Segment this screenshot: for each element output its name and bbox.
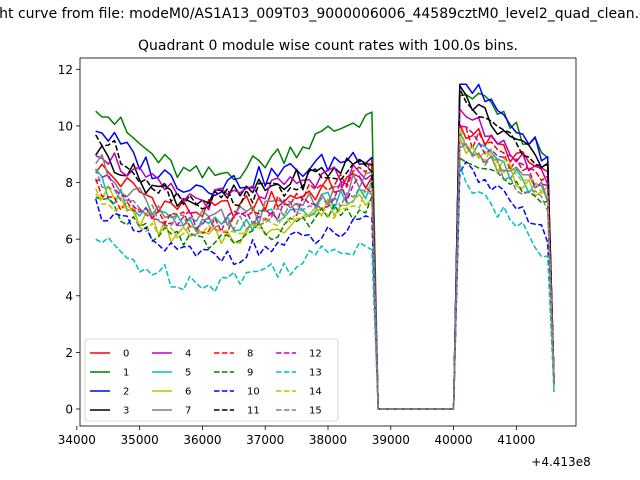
series-line-15 bbox=[94, 142, 555, 410]
legend-label-4: 4 bbox=[185, 349, 191, 360]
legend-label-2: 2 bbox=[123, 387, 129, 398]
x-tick-label: 41000 bbox=[497, 433, 535, 447]
x-tick-label: 37000 bbox=[246, 433, 284, 447]
x-tick-label: 36000 bbox=[183, 433, 221, 447]
series-line-2 bbox=[95, 83, 555, 410]
legend-label-3: 3 bbox=[123, 406, 129, 417]
figure-suptitle: Light curve from file: modeM0/AS1A13_009… bbox=[0, 6, 640, 22]
legend-label-11: 11 bbox=[247, 406, 260, 417]
legend-label-6: 6 bbox=[185, 387, 191, 398]
series-line-13 bbox=[95, 163, 555, 410]
legend-label-8: 8 bbox=[247, 349, 253, 360]
legend-box bbox=[84, 338, 339, 422]
legend-label-13: 13 bbox=[309, 368, 322, 379]
y-axis: 0 2 4 6 8 10 12 bbox=[58, 63, 80, 417]
legend-label-15: 15 bbox=[309, 406, 322, 417]
x-tick-label: 34000 bbox=[58, 433, 96, 447]
legend-label-9: 9 bbox=[247, 368, 253, 379]
legend-label-10: 10 bbox=[247, 387, 260, 398]
legend-label-0: 0 bbox=[123, 349, 129, 360]
series-line-8 bbox=[94, 124, 555, 410]
legend-label-14: 14 bbox=[309, 387, 322, 398]
x-tick-label: 38000 bbox=[309, 433, 347, 447]
x-offset-label: +4.413e8 bbox=[531, 455, 590, 469]
y-tick-label: 2 bbox=[65, 346, 73, 360]
legend-label-12: 12 bbox=[309, 349, 322, 360]
y-tick-label: 10 bbox=[58, 119, 73, 133]
series-line-9 bbox=[95, 157, 555, 410]
x-tick-label: 40000 bbox=[434, 433, 472, 447]
legend-label-7: 7 bbox=[185, 406, 191, 417]
y-tick-label: 12 bbox=[58, 63, 73, 77]
series-line-4 bbox=[95, 108, 555, 410]
series-line-1 bbox=[95, 92, 555, 410]
y-tick-label: 6 bbox=[65, 233, 73, 247]
plot-area bbox=[94, 83, 555, 410]
y-tick-label: 8 bbox=[65, 176, 73, 190]
series-line-0 bbox=[95, 123, 555, 410]
series-line-11 bbox=[95, 88, 555, 410]
legend-label-1: 1 bbox=[123, 368, 129, 379]
x-tick-label: 39000 bbox=[372, 433, 410, 447]
series-line-14 bbox=[95, 127, 555, 410]
x-tick-label: 35000 bbox=[121, 433, 159, 447]
series-line-10 bbox=[94, 160, 555, 410]
y-tick-label: 4 bbox=[65, 289, 73, 303]
x-axis: 34000 35000 36000 37000 38000 39000 40000 41000 bbox=[58, 426, 535, 447]
legend-label-5: 5 bbox=[185, 368, 191, 379]
series-group bbox=[94, 83, 555, 410]
y-tick-label: 0 bbox=[65, 403, 73, 417]
chart-title: Quadrant 0 module wise count rates with … bbox=[138, 38, 518, 54]
